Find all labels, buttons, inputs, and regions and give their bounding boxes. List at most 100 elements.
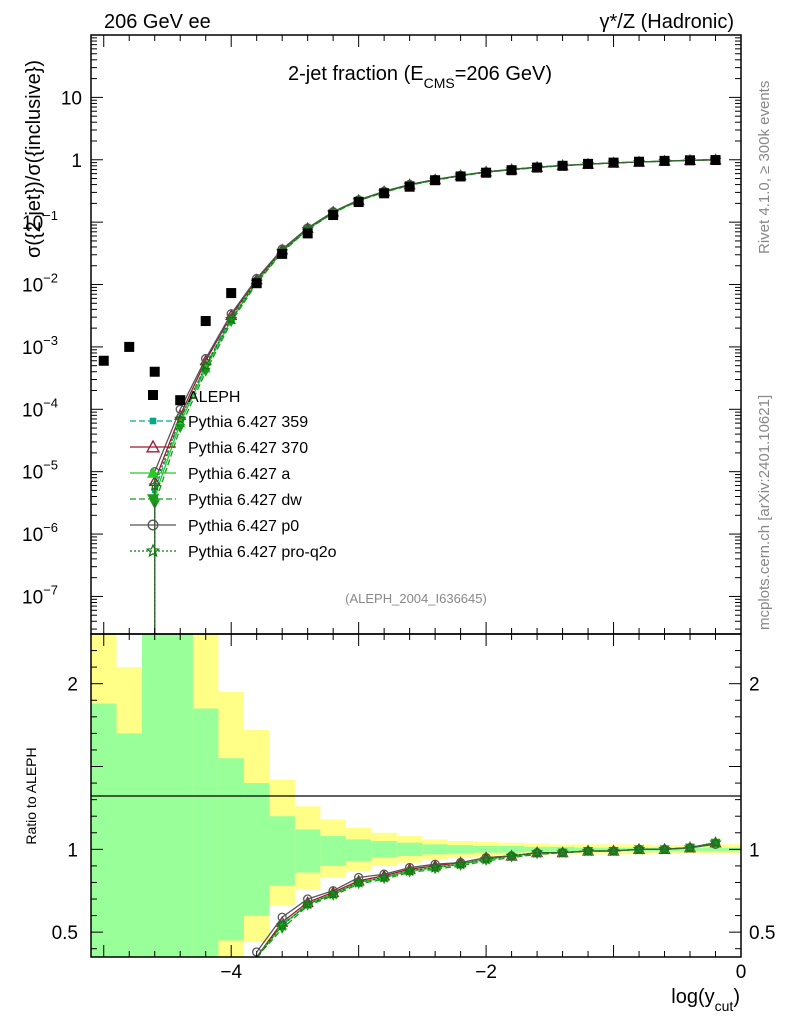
legend-label: Pythia 6.427 dw (188, 492, 302, 509)
inner-band-bin (91, 703, 117, 957)
y-tick-label: 10−2 (22, 271, 58, 297)
main-y-axis-label: σ({2 jet})/σ({inclusive}) (23, 60, 45, 258)
inner-band-bin (294, 829, 321, 873)
ratio-point (326, 887, 340, 900)
legend-marker (145, 543, 161, 558)
ratio-point (403, 864, 416, 877)
ratio-y-tick-label: 1 (67, 840, 78, 861)
aleph-data-point (634, 156, 645, 167)
aleph-data-point (124, 341, 135, 352)
x-tick-label: −4 (220, 962, 242, 983)
legend-marker (147, 467, 159, 478)
series-point (226, 309, 236, 319)
aleph-data-point (608, 157, 619, 168)
aleph-data-point (481, 167, 492, 178)
aleph-data-point (328, 210, 339, 221)
x-tick-label: 0 (736, 962, 747, 983)
aleph-data-point (404, 181, 415, 192)
series-point (201, 353, 211, 364)
ratio-point (632, 842, 646, 855)
legend: ALEPH Pythia 6.427 359 Pythia 6.427 370 Pyt… (130, 389, 337, 561)
aleph-data-point (710, 155, 721, 166)
y-tick-label: 10−4 (22, 395, 58, 421)
ratio-uncertainty-bands (91, 634, 741, 957)
main-plot-title: 2-jet fraction (ECMS=206 GeV) (288, 63, 552, 91)
x-tick-label: −2 (475, 962, 497, 983)
aleph-data-point (685, 155, 696, 166)
aleph-data-point (379, 188, 390, 199)
aleph-data-point (532, 162, 543, 173)
ratio-y-tick-label: 2 (67, 675, 78, 696)
inner-band-bin (371, 841, 397, 858)
series-point (175, 424, 186, 434)
aleph-data-point (98, 355, 109, 366)
inner-band-bin (702, 847, 729, 851)
ratio-point (379, 869, 389, 879)
aleph-data-point (506, 165, 517, 176)
ratio-point (581, 844, 595, 857)
ratio-point (352, 875, 365, 888)
ratio-point (275, 918, 289, 931)
analysis-id-label: (ALEPH_2004_I636645) (345, 591, 487, 606)
legend-label: Pythia 6.427 pro-q2o (188, 544, 337, 561)
ratio-point (353, 872, 364, 883)
y-tick-label: 10−6 (22, 520, 58, 546)
y-tick-label: 10−7 (22, 582, 58, 608)
aleph-data-point (251, 278, 262, 289)
y-tick-label: 10 (61, 88, 82, 109)
legend-marker (147, 519, 159, 531)
legend-marker-aleph (148, 390, 158, 400)
aleph-data-point (455, 171, 466, 182)
aleph-data-point (430, 175, 441, 186)
aleph-data-point (226, 288, 237, 299)
inner-band-bin (473, 846, 499, 853)
ratio-y-axis-label: Ratio to ALEPH (23, 747, 39, 844)
inner-band-bin (116, 733, 142, 957)
series-line (154, 159, 716, 634)
series-point (148, 478, 161, 491)
ratio-point (479, 852, 493, 865)
inner-band-bin (192, 708, 219, 957)
aleph-data-point (353, 197, 364, 208)
inner-band-bin (320, 836, 346, 866)
header-left-label: 206 GeV ee (104, 11, 211, 33)
inner-band-bin (498, 846, 525, 853)
legend-label: Pythia 6.427 a (188, 466, 290, 483)
ratio-y-tick-label: 0.5 (52, 923, 78, 944)
legend-label: Pythia 6.427 370 (188, 440, 308, 457)
inner-band-bin (243, 783, 270, 916)
aleph-data-point (659, 155, 670, 166)
ratio-point (710, 839, 721, 850)
ratio-point (377, 870, 391, 883)
legend-label-aleph: ALEPH (188, 389, 240, 406)
aleph-data-group (98, 155, 721, 406)
ratio-point (556, 846, 569, 858)
y-tick-label: 10−1 (22, 208, 58, 234)
aleph-data-point (302, 228, 313, 239)
ratio-series-group (252, 836, 722, 958)
ratio-point (709, 836, 722, 849)
aleph-data-point (277, 248, 288, 259)
legend-marker (147, 494, 159, 505)
legend-label: Pythia 6.427 p0 (188, 518, 299, 535)
ratio-point (303, 894, 313, 904)
ratio-point (658, 842, 671, 855)
aleph-data-point (149, 366, 160, 377)
ratio-point (454, 857, 467, 870)
side-mcplots-label: mcplots.cern.ch [arXiv:2401.10621] (756, 395, 773, 630)
ratio-point (301, 897, 314, 910)
inner-band-bin (269, 816, 295, 886)
ratio-line (256, 842, 716, 958)
ratio-point (607, 844, 620, 857)
inner-band-bin (447, 845, 474, 854)
side-rivet-label: Rivet 4.1.0, ≥ 300k events (756, 81, 773, 254)
ratio-y-tick-label-right: 2 (749, 675, 760, 696)
series-point (224, 312, 238, 325)
header-right-label: γ*/Z (Hadronic) (600, 11, 734, 33)
legend-marker (149, 417, 157, 425)
ratio-point (505, 849, 518, 862)
inner-band-bin (345, 839, 372, 861)
legend-marker (145, 439, 161, 453)
